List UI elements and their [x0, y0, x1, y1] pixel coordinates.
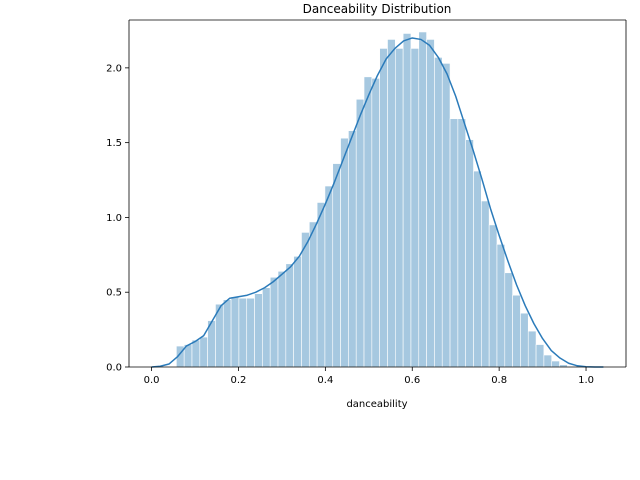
histogram-bar: [395, 48, 404, 368]
x-tick-label: 0.6: [404, 375, 420, 386]
histogram-bar: [418, 31, 427, 368]
histogram-bar: [426, 39, 435, 368]
histogram-bar: [512, 294, 521, 368]
histogram-bar: [387, 39, 396, 368]
histogram-bar: [402, 33, 412, 368]
histogram-bar: [551, 360, 560, 368]
histogram-bar: [543, 354, 553, 368]
y-tick-label: 2.0: [106, 63, 122, 74]
histogram-bar: [379, 48, 388, 368]
histogram-bars: [176, 31, 568, 368]
y-tick-label: 1.5: [106, 138, 122, 149]
histogram-bar: [449, 118, 459, 368]
x-axis-label: danceability: [346, 399, 407, 410]
histogram-bar: [191, 339, 201, 368]
histogram-bar: [473, 170, 482, 368]
histogram-bar: [371, 78, 380, 368]
histogram-bar: [262, 287, 271, 368]
y-axis-ticks: 0.0 0.5 1.0 1.5 2.0: [106, 63, 129, 374]
histogram-bar: [535, 344, 545, 368]
histogram-bar: [410, 48, 420, 368]
histogram-bar: [246, 297, 255, 368]
x-tick-label: 0.4: [317, 375, 333, 386]
histogram-bar: [301, 232, 310, 368]
histogram-bar: [481, 200, 490, 368]
histogram-bar: [316, 202, 326, 368]
histogram-bar: [254, 293, 263, 368]
histogram-bar: [340, 137, 349, 368]
histogram-bar: [465, 139, 474, 368]
histogram-bar: [308, 221, 318, 368]
histogram-bar: [199, 336, 208, 368]
y-tick-label: 1.0: [106, 213, 122, 224]
histogram-bar: [285, 263, 294, 368]
histogram-bar: [324, 185, 334, 368]
histogram-bar: [488, 224, 498, 368]
chart-title: Danceability Distribution: [303, 2, 452, 16]
histogram-bar: [527, 330, 537, 368]
histogram-bar: [277, 270, 287, 368]
x-axis-ticks: 0.0 0.2 0.4 0.6 0.8 1.0: [144, 367, 594, 386]
axes-frame: [128, 19, 627, 368]
x-tick-label: 0.2: [231, 375, 247, 386]
histogram-bar: [355, 98, 365, 368]
y-tick-label: 0.0: [106, 363, 122, 374]
histogram-bar: [293, 256, 302, 368]
histogram-bar: [434, 57, 443, 368]
kde-curve: [151, 37, 604, 368]
histogram-bar: [332, 163, 341, 368]
histogram-bar: [230, 296, 240, 368]
histogram-bar: [222, 299, 232, 368]
x-tick-label: 0.0: [144, 375, 160, 386]
histogram-bar: [504, 272, 513, 368]
histogram-bar: [269, 276, 279, 368]
y-tick-label: 0.5: [106, 288, 122, 299]
histogram-bar: [441, 63, 451, 368]
histogram-bar: [496, 244, 506, 368]
histogram-bar: [238, 297, 248, 368]
histogram-bar: [520, 312, 529, 368]
x-tick-label: 1.0: [578, 375, 594, 386]
x-tick-label: 0.8: [491, 375, 507, 386]
histogram-bar: [457, 118, 466, 368]
histogram-bar: [348, 130, 357, 368]
histogram-bar: [363, 76, 373, 368]
